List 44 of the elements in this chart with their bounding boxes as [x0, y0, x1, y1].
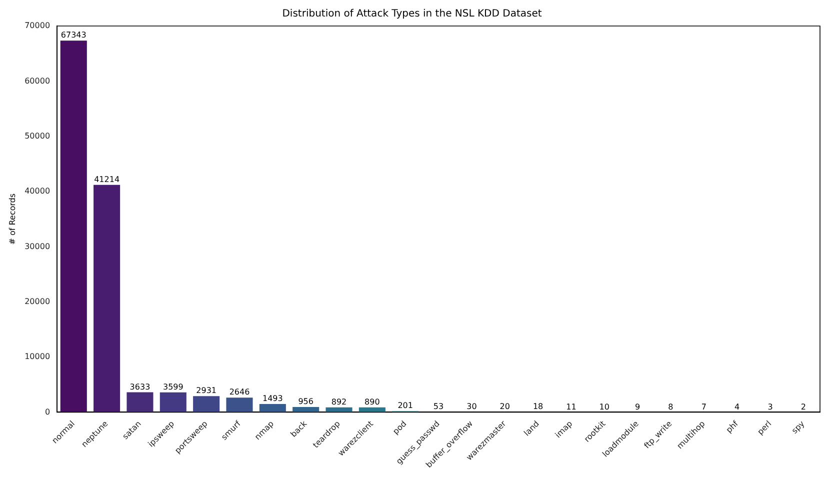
y-tick-label: 50000	[24, 131, 50, 140]
bar	[292, 406, 320, 412]
data-label: 18	[532, 402, 544, 412]
y-tick-label: 60000	[24, 76, 50, 86]
data-label: 956	[298, 397, 314, 406]
y-tick-label: 40000	[24, 186, 50, 196]
y-tick-label: 70000	[24, 21, 50, 30]
bar	[226, 398, 253, 412]
data-label: 67343	[60, 30, 86, 40]
bar	[160, 392, 186, 412]
data-label: 53	[433, 402, 444, 412]
y-tick-label: 0	[44, 407, 50, 416]
chart-title: Distribution of Attack Types in the NSL KDD Dataset	[282, 8, 542, 20]
data-label: 8	[668, 402, 674, 412]
y-tick-label: 20000	[24, 296, 50, 306]
data-label: 2	[800, 402, 806, 412]
data-label: 892	[331, 397, 347, 406]
data-label: 890	[364, 397, 380, 406]
bar	[94, 184, 120, 412]
data-label: 1493	[262, 394, 283, 404]
y-tick-label: 30000	[24, 242, 50, 251]
data-label: 2931	[196, 386, 216, 396]
x-tick-label: spy	[790, 418, 806, 436]
data-label: 41214	[94, 174, 120, 184]
data-label: 201	[398, 401, 413, 410]
data-label: 9	[635, 402, 640, 412]
bar	[326, 407, 352, 412]
bar	[358, 407, 386, 412]
data-label: 3599	[162, 382, 184, 392]
data-label: 30	[466, 402, 477, 412]
data-label: 11	[566, 402, 576, 412]
data-label: 4	[734, 402, 740, 412]
y-tick-label: 10000	[24, 352, 50, 362]
y-axis-title: # of Records	[8, 193, 17, 245]
data-label: 3	[768, 402, 773, 412]
bar	[193, 396, 220, 412]
data-label: 20	[500, 402, 510, 412]
data-label: 3633	[130, 382, 150, 392]
data-label: 7	[701, 402, 706, 412]
data-label: 10	[599, 402, 610, 412]
bar	[126, 392, 154, 412]
bar	[60, 40, 87, 412]
bar	[259, 404, 286, 412]
data-label: 2646	[229, 388, 250, 397]
